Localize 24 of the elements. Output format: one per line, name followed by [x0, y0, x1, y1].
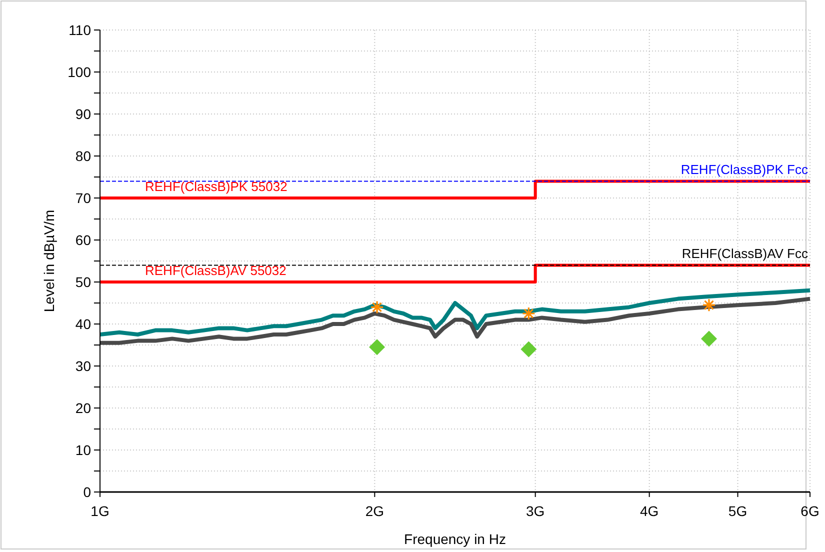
y-tick-label: 110 [68, 22, 92, 38]
x-tick-label: 1G [90, 503, 110, 519]
y-tick-label: 60 [75, 232, 92, 248]
x-tick-label: 6G [800, 503, 820, 519]
x-axis-title: Frequency in Hz [404, 531, 506, 547]
series-label: REHF(ClassB)AV 55032 [145, 263, 286, 278]
y-tick-label: 70 [75, 190, 92, 206]
y-tick-label: 50 [75, 274, 92, 290]
x-tick-label: 4G [640, 503, 659, 519]
y-tick-label: 100 [68, 64, 92, 80]
y-tick-label: 90 [75, 106, 92, 122]
y-tick-label: 30 [75, 358, 92, 374]
y-tick-label: 10 [75, 442, 92, 458]
y-tick-label: 20 [75, 400, 92, 416]
x-tick-label: 3G [526, 503, 545, 519]
y-axis-title: Level in dBµV/m [41, 210, 57, 312]
y-tick-label: 0 [83, 484, 92, 500]
x-tick-label: 5G [728, 503, 748, 519]
y-tick-label: 80 [75, 148, 92, 164]
series-label: REHF(ClassB)PK 55032 [145, 179, 288, 194]
series-label: REHF(ClassB)PK Fcc [680, 162, 808, 178]
series-label: REHF(ClassB)AV Fcc [682, 246, 808, 262]
y-tick-label: 40 [75, 316, 92, 332]
x-tick-label: 2G [365, 503, 384, 519]
